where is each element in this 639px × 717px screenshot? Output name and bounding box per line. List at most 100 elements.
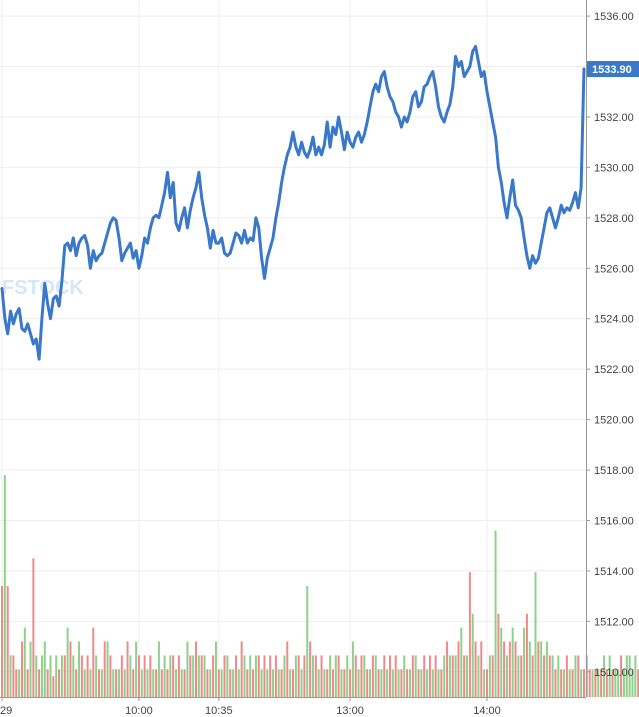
volume-bar: [386, 669, 389, 697]
volume-bar: [3, 475, 6, 697]
volume-bar: [357, 669, 360, 697]
price-axis-ticks: 1510.00 1512.00 1514.00 1516.00 1518.00 1520.…: [586, 11, 634, 679]
volume-bar: [309, 641, 312, 697]
volume-bar: [437, 669, 440, 697]
volume-bar: [272, 669, 275, 697]
volume-bar: [400, 669, 403, 697]
volume-bar: [340, 669, 343, 697]
volume-bar: [249, 655, 252, 697]
volume-bar: [594, 669, 597, 697]
volume-bar: [280, 669, 283, 697]
volume-bar: [414, 655, 417, 697]
volume-bar: [23, 627, 26, 697]
volume-bar: [351, 641, 354, 697]
volume-bar: [411, 655, 414, 697]
volume-bar: [63, 655, 66, 697]
volume-bar: [306, 586, 309, 697]
volume-bar: [628, 655, 631, 697]
volume-bar: [209, 669, 212, 697]
last-price-badge: 1533.90: [587, 61, 639, 78]
volume-bar: [523, 627, 526, 697]
volume-bar: [617, 669, 620, 697]
volume-bar: [620, 655, 623, 697]
volume-bar: [420, 669, 423, 697]
volume-bar: [520, 655, 523, 697]
volume-bar: [35, 655, 38, 697]
volume-bar: [66, 627, 69, 697]
volume-bar: [129, 655, 132, 697]
volume-bar: [397, 669, 400, 697]
volume-bar: [58, 669, 61, 697]
volume-bar: [6, 586, 9, 697]
volume-bar: [431, 669, 434, 697]
volume-bar: [194, 641, 198, 697]
volume-bar: [32, 558, 35, 697]
volume-bar: [349, 669, 352, 697]
volume-bar: [497, 613, 500, 697]
volume-bar: [135, 641, 138, 697]
volume-bar: [574, 655, 577, 697]
volume-bar: [283, 655, 286, 697]
volume-bar: [568, 669, 571, 697]
volume-bar: [9, 655, 12, 697]
volume-bar: [243, 655, 246, 697]
volume-bar: [149, 655, 152, 697]
volume-bar: [417, 669, 420, 697]
volume-bar: [234, 655, 237, 697]
volume-bar: [117, 669, 120, 697]
volume-bar: [485, 669, 489, 697]
volume-bar: [226, 655, 229, 697]
volume-bar: [388, 655, 392, 697]
price-line: [0, 44, 586, 361]
volume-bar: [75, 669, 78, 697]
volume-bar: [517, 655, 520, 697]
volume-bar: [329, 655, 332, 697]
volume-bar: [554, 669, 557, 697]
volume-bar: [577, 655, 580, 697]
volume-bar: [451, 655, 454, 697]
volume-bar: [474, 641, 477, 697]
volume-bar: [563, 669, 566, 697]
volume-bar: [132, 669, 135, 697]
volume-bar: [257, 655, 260, 697]
volume-bar: [269, 655, 272, 697]
volume-bar: [92, 627, 95, 697]
volume-bar: [374, 655, 377, 697]
volume-bar: [614, 669, 617, 697]
volume-bar: [346, 655, 349, 697]
time-tick-label: 10:35: [205, 705, 233, 717]
volume-bar: [548, 655, 551, 697]
volume-bar: [186, 641, 189, 697]
volume-bar: [232, 669, 235, 697]
volume-bar: [266, 669, 269, 697]
volume-bar: [55, 655, 58, 697]
last-price-background: [587, 61, 639, 78]
volume-bar: [86, 655, 89, 697]
volume-bar: [354, 655, 357, 697]
volume-bar: [468, 572, 471, 697]
volume-bar: [291, 669, 295, 697]
volume-bar: [428, 655, 431, 697]
volume-bar: [631, 669, 634, 697]
volume-bar: [483, 669, 486, 697]
volume-bar: [12, 655, 15, 697]
volume-bar: [605, 669, 608, 697]
volume-bar: [26, 669, 29, 697]
volume-bar: [72, 655, 75, 697]
volume-bar: [343, 669, 346, 697]
volume-bar: [297, 655, 300, 697]
volume-bar: [625, 655, 628, 697]
volume-bar: [60, 655, 63, 697]
volume-bar: [175, 669, 178, 697]
volume-bar: [457, 641, 460, 697]
volume-bar: [488, 655, 491, 697]
volume-bar: [97, 669, 101, 697]
volume-bar: [69, 641, 72, 697]
volume-bar: [286, 641, 289, 697]
volume-bar: [18, 669, 21, 697]
volume-bar: [189, 655, 192, 697]
volume-bar: [112, 669, 115, 697]
volume-bar: [560, 669, 563, 697]
volume-bar: [320, 655, 323, 697]
volume-bar: [155, 669, 158, 697]
